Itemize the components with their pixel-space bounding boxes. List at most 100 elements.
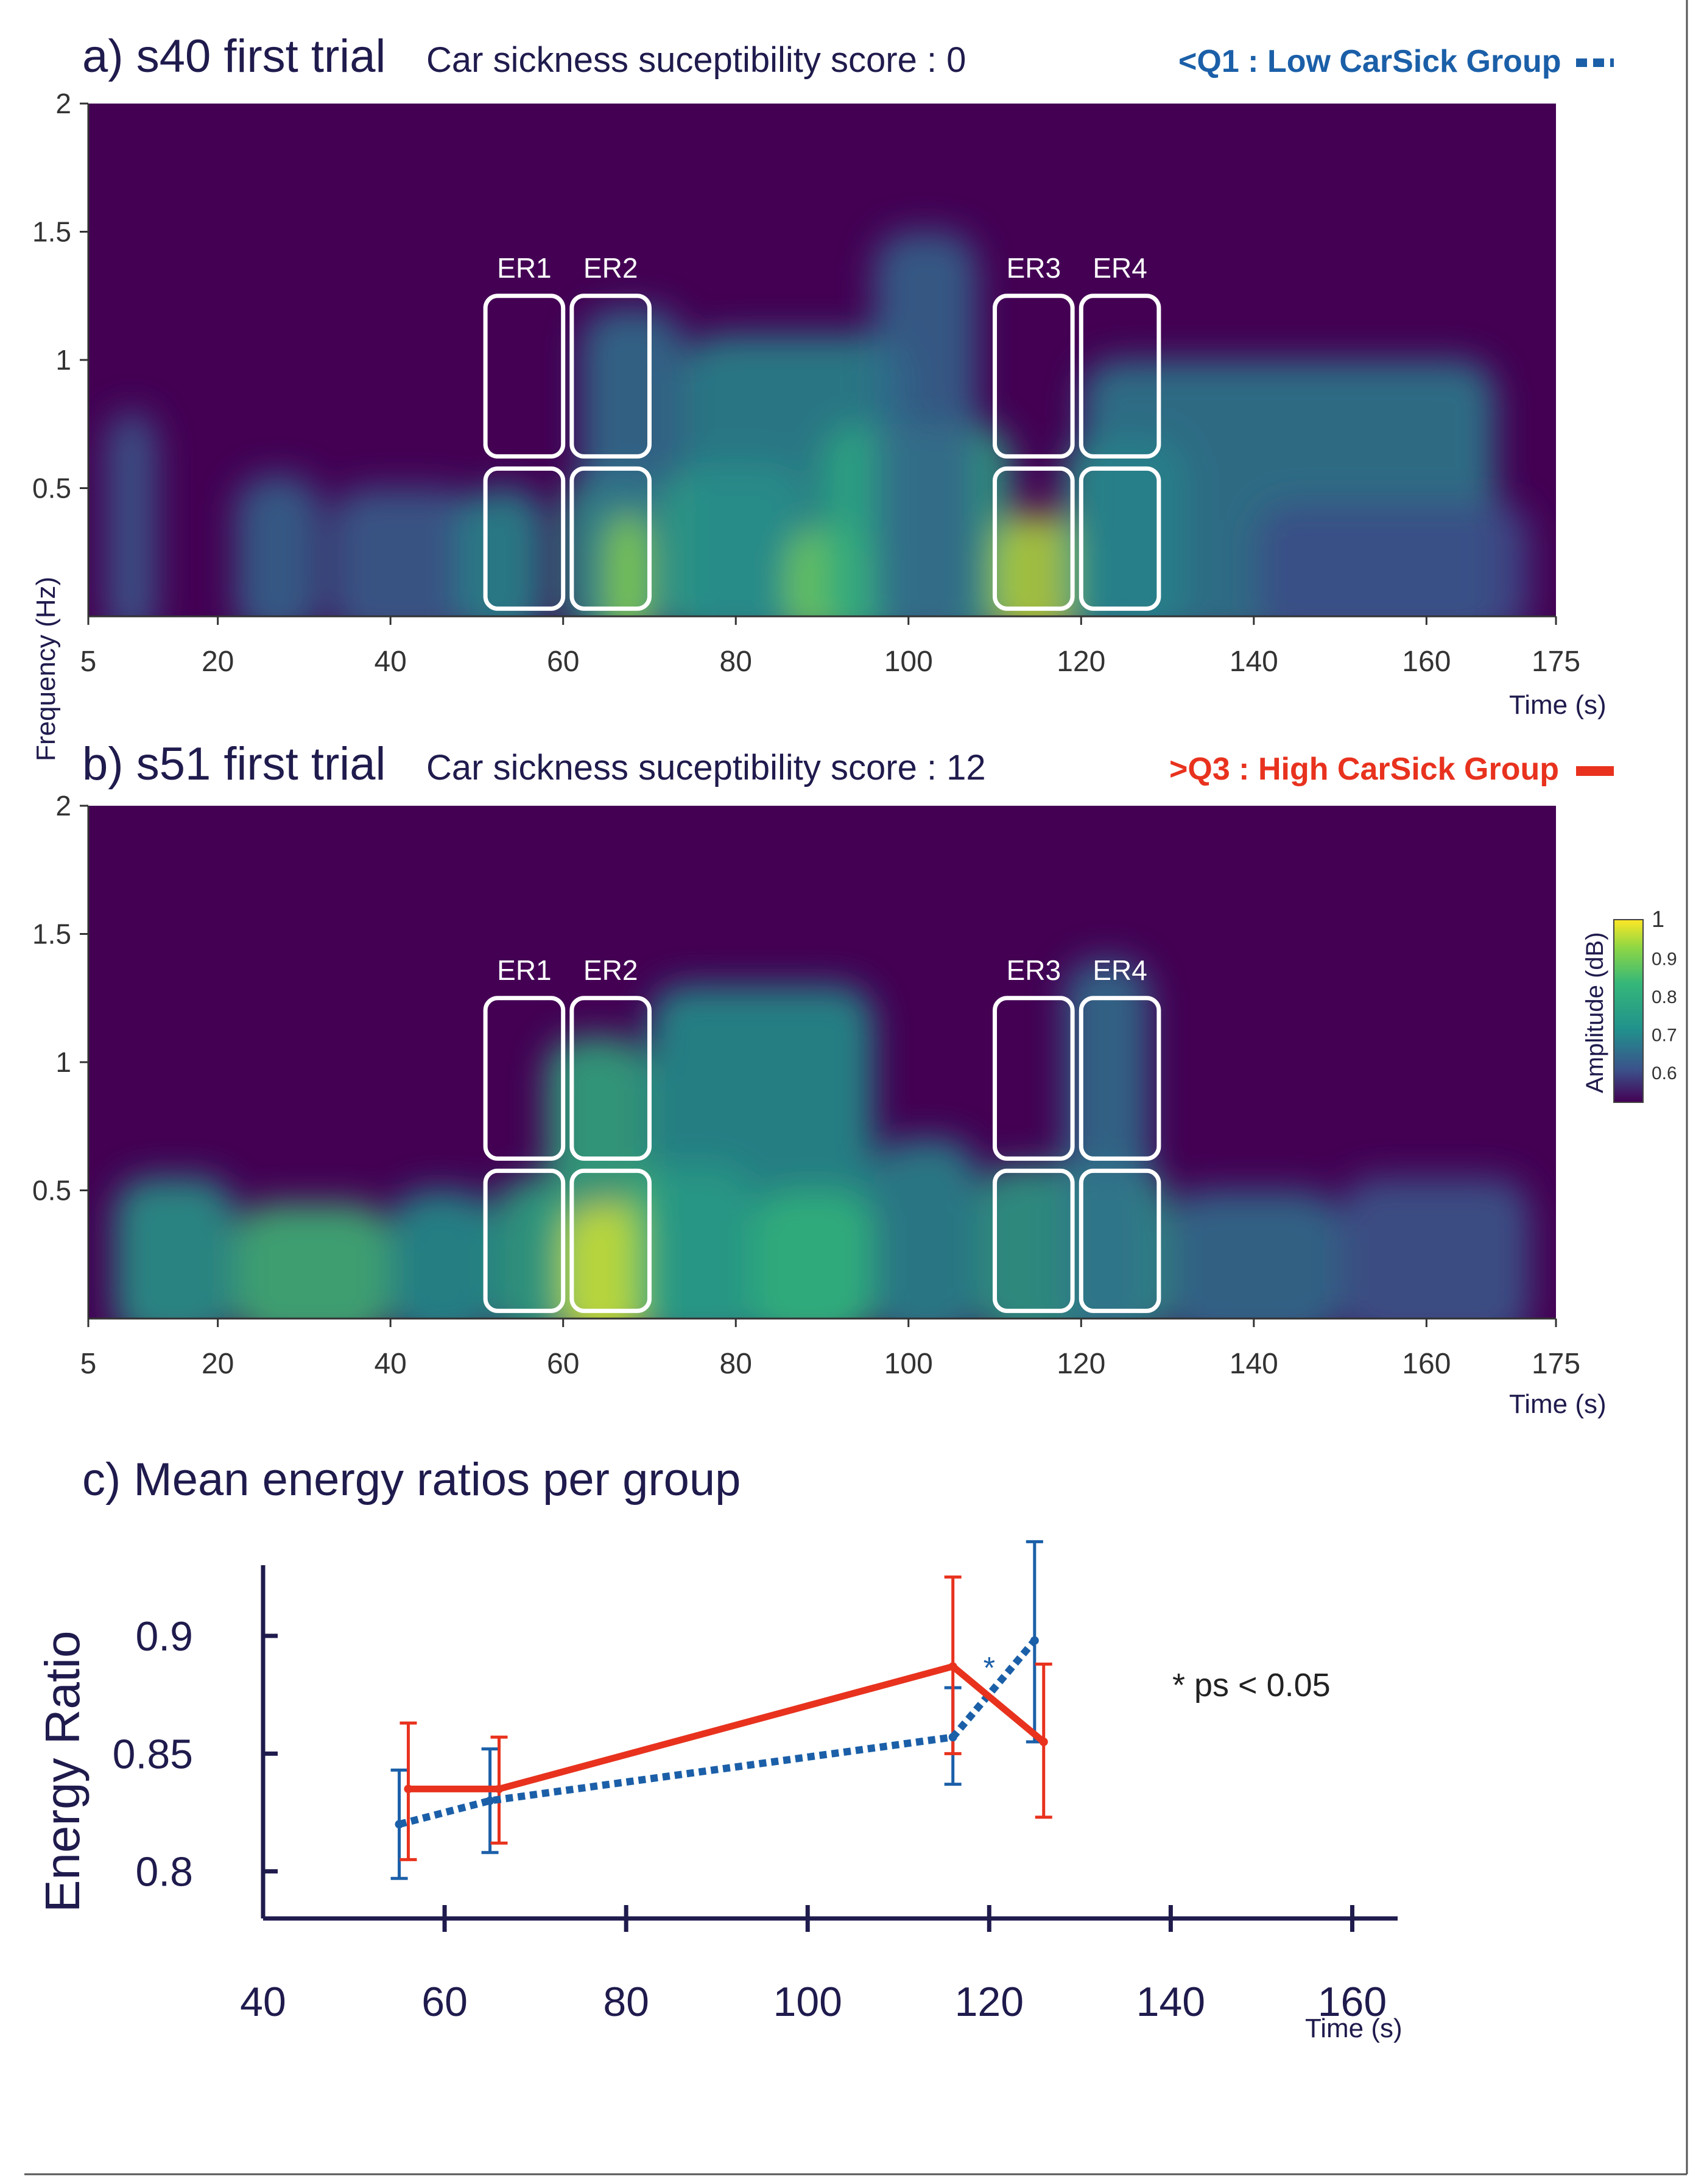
er-window-upper-er4	[1079, 294, 1161, 459]
series-line-high	[408, 1663, 1046, 1792]
y-tick-label: 2	[55, 790, 71, 822]
spectrogram-energy-region	[874, 231, 978, 616]
er-window-label: ER3	[1007, 954, 1061, 986]
er-window-upper-er2	[569, 294, 652, 459]
er-window-lower-er2	[569, 466, 652, 611]
y-tick-label: 1	[55, 1046, 71, 1078]
er-window-label: ER4	[1093, 252, 1147, 284]
er-window-upper-er3	[993, 996, 1075, 1161]
panel-c-significance-marker: *	[984, 1651, 995, 1685]
er-window-label: ER2	[583, 954, 638, 986]
er-window-lower-er2	[569, 1168, 652, 1313]
data-point-low	[395, 1820, 404, 1829]
er-window-label: ER1	[497, 252, 551, 284]
x-tick-label: 40	[374, 1348, 406, 1380]
x-tick-label: 20	[202, 1348, 234, 1380]
x-tick-label: 160	[1402, 1348, 1451, 1380]
x-tick-label: 160	[1402, 646, 1451, 678]
colorbar-tick-label: 0.7	[1652, 1026, 1677, 1046]
er-window-upper-er3	[993, 294, 1075, 459]
y-tick-label: 0.5	[32, 1175, 71, 1206]
x-tick-label: 120	[1057, 646, 1105, 678]
colorbar: 1 0.9 0.8 0.7 0.6 Amplitude (dB)	[1582, 907, 1677, 1103]
x-tick-label: 20	[202, 646, 234, 678]
x-tick-label: 175	[1532, 646, 1580, 678]
er-window-lower-er1	[483, 1168, 566, 1313]
spectrogram-energy-region	[874, 1139, 978, 1319]
er-window-upper-er2	[569, 996, 652, 1161]
x-tick-label: 5	[80, 646, 97, 678]
data-point-high	[404, 1784, 413, 1794]
y-tick-label: 2	[55, 88, 71, 119]
x-tick-label: 160	[1318, 1979, 1387, 2025]
y-tick-label: 1.5	[32, 918, 71, 950]
panel-b-title: b) s51 first trial	[82, 738, 385, 790]
panel-b: b) s51 first trial Car sickness suceptib…	[32, 738, 1614, 1419]
er-window-label: ER1	[497, 954, 551, 986]
x-tick-label: 140	[1136, 1979, 1205, 2025]
er-window-lower-er4	[1079, 466, 1161, 611]
panel-a-title: a) s40 first trial	[82, 30, 385, 82]
spectrogram-energy-region	[114, 1177, 235, 1319]
er-window-lower-er3	[993, 466, 1075, 611]
colorbar-label: Amplitude (dB)	[1582, 932, 1608, 1093]
x-tick-label: 80	[720, 1348, 752, 1380]
data-point-high	[1039, 1738, 1048, 1746]
spectrogram-energy-region	[459, 488, 546, 616]
panel-a-spectrogram	[88, 104, 1556, 616]
spectrogram-energy-region	[105, 411, 158, 616]
spectrogram-energy-region	[1340, 1177, 1530, 1319]
er-window-upper-er4	[1079, 996, 1161, 1161]
er-window-label: ER4	[1093, 954, 1147, 986]
colorbar-tick-label: 1	[1652, 907, 1664, 932]
panel-b-spectrogram	[88, 806, 1556, 1319]
er-window-lower-er1	[483, 466, 566, 611]
x-tick-label: 5	[80, 1348, 97, 1380]
colorbar-tick-label: 0.8	[1652, 987, 1677, 1007]
data-point-low	[948, 1733, 957, 1742]
y-tick-label: 1.5	[32, 216, 71, 248]
spectrogram-energy-region	[235, 1203, 391, 1319]
panel-c-title: c) Mean energy ratios per group	[82, 1454, 741, 1506]
er-window-lower-er3	[993, 1168, 1075, 1313]
colorbar-gradient	[1613, 919, 1644, 1103]
panel-c-y-label: Energy Ratio	[35, 1631, 90, 1912]
panel-c: c) Mean energy ratios per group Energy R…	[35, 1454, 1403, 2043]
data-point-low	[1030, 1636, 1039, 1645]
colorbar-tick-label: 0.6	[1652, 1063, 1677, 1083]
spectrogram-energy-region	[994, 513, 1082, 616]
x-tick-label: 80	[603, 1979, 649, 2025]
y-tick-label: 1	[55, 344, 71, 376]
spectrogram-energy-region	[235, 475, 322, 616]
x-tick-label: 60	[421, 1979, 468, 2025]
panel-a: a) s40 first trial Car sickness suceptib…	[31, 30, 1614, 761]
panel-b-group-label: >Q3 : High CarSick Group	[1169, 752, 1559, 787]
x-tick-label: 100	[884, 1348, 933, 1380]
er-window-label: ER2	[583, 252, 638, 284]
x-tick-label: 140	[1230, 646, 1278, 678]
er-window-label: ER3	[1007, 252, 1061, 284]
spectrogram-energy-region	[563, 1203, 650, 1319]
series-line-low	[398, 1638, 1038, 1828]
colorbar-tick-label: 0.9	[1652, 949, 1677, 970]
x-tick-label: 100	[884, 646, 933, 678]
er-window-lower-er4	[1079, 1168, 1161, 1313]
x-tick-label: 40	[240, 1979, 286, 2025]
x-tick-label: 100	[773, 1979, 842, 2025]
panel-a-score: Car sickness suceptibility score : 0	[426, 40, 966, 80]
data-point-low	[485, 1796, 495, 1805]
x-tick-label: 120	[1057, 1348, 1105, 1380]
er-window-upper-er1	[483, 294, 566, 459]
spectrogram-energy-region	[494, 1177, 563, 1319]
spectrogram-energy-region	[580, 308, 685, 616]
data-point-high	[948, 1662, 957, 1671]
panel-a-x-label: Time (s)	[1509, 690, 1607, 720]
panel-a-y-label: Frequency (Hz)	[31, 577, 61, 761]
panel-c-significance-note: * ps < 0.05	[1172, 1667, 1331, 1703]
panel-b-x-label: Time (s)	[1509, 1389, 1607, 1419]
spectrogram-energy-region	[390, 1190, 495, 1319]
data-point-high	[495, 1784, 504, 1794]
x-tick-label: 60	[547, 646, 579, 678]
panel-a-group-label: <Q1 : Low CarSick Group	[1178, 44, 1561, 79]
